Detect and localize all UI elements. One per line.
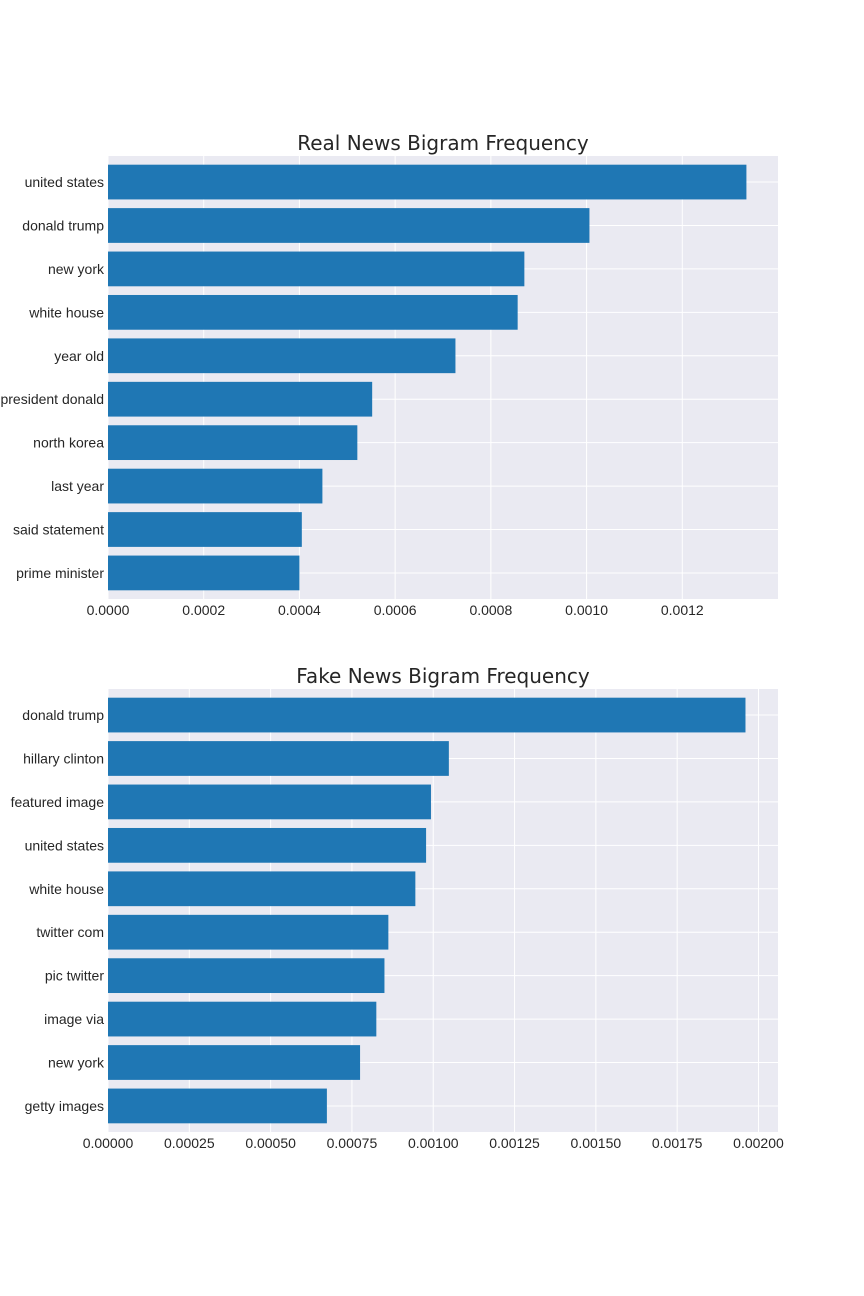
bar-north-korea bbox=[108, 425, 358, 461]
bar-donald-trump bbox=[108, 697, 746, 733]
bar-pic-twitter bbox=[108, 958, 385, 994]
x-tick-label: 0.00000 bbox=[83, 1135, 134, 1151]
y-tick-label: white house bbox=[28, 881, 104, 897]
y-tick-label: north korea bbox=[33, 435, 104, 451]
y-tick-label: last year bbox=[51, 478, 104, 494]
chart-title: Fake News Bigram Frequency bbox=[296, 664, 590, 688]
x-tick-label: 0.00125 bbox=[489, 1135, 540, 1151]
bar-getty-images bbox=[108, 1088, 327, 1124]
bar-new-york bbox=[108, 1045, 361, 1080]
bar-last-year bbox=[108, 468, 323, 504]
bar-twitter-com bbox=[108, 914, 389, 950]
y-tick-label: white house bbox=[28, 304, 104, 320]
y-tick-label: donald trump bbox=[22, 707, 104, 723]
x-tick-label: 0.00075 bbox=[327, 1135, 378, 1151]
x-tick-label: 0.00150 bbox=[571, 1135, 622, 1151]
chart-title: Real News Bigram Frequency bbox=[297, 131, 589, 155]
y-tick-label: pic twitter bbox=[45, 968, 104, 984]
x-tick-label: 0.00025 bbox=[164, 1135, 215, 1151]
bar-said-statement bbox=[108, 512, 302, 547]
y-tick-label: getty images bbox=[25, 1098, 104, 1114]
bar-new-york bbox=[108, 251, 525, 287]
x-tick-label: 0.0012 bbox=[661, 602, 704, 618]
y-tick-label: new york bbox=[48, 1055, 105, 1071]
x-tick-label: 0.0008 bbox=[469, 602, 512, 618]
y-tick-label: prime minister bbox=[16, 565, 104, 581]
bar-white-house bbox=[108, 871, 416, 907]
real-news-bigram-chart: united states donald trump new york white h… bbox=[0, 131, 778, 618]
bar-year-old bbox=[108, 338, 456, 374]
x-tick-label: 0.0010 bbox=[565, 602, 608, 618]
y-tick-label: united states bbox=[25, 174, 104, 190]
y-tick-label: president donald bbox=[0, 391, 104, 407]
y-tick-label: year old bbox=[54, 348, 104, 364]
y-tick-label: said statement bbox=[13, 522, 104, 538]
x-tick-label: 0.0002 bbox=[182, 602, 225, 618]
bar-hillary-clinton bbox=[108, 741, 449, 776]
bar-donald-trump bbox=[108, 208, 590, 243]
y-tick-label: image via bbox=[44, 1011, 104, 1027]
y-tick-label: new york bbox=[48, 261, 105, 277]
bar-featured-image bbox=[108, 784, 431, 820]
x-tick-label: 0.0006 bbox=[374, 602, 417, 618]
x-tick-label: 0.00100 bbox=[408, 1135, 459, 1151]
bar-prime-minister bbox=[108, 555, 300, 591]
x-tick-label: 0.0000 bbox=[87, 602, 130, 618]
bar-united-states bbox=[108, 827, 427, 863]
bar-president-donald bbox=[108, 381, 373, 417]
y-tick-label: united states bbox=[25, 837, 104, 853]
bar-white-house bbox=[108, 294, 518, 330]
y-tick-label: hillary clinton bbox=[23, 750, 104, 766]
y-tick-label: featured image bbox=[11, 794, 105, 810]
y-tick-label: twitter com bbox=[36, 924, 104, 940]
bar-united-states bbox=[108, 164, 747, 200]
fake-news-bigram-chart: donald trump hillary clinton featured imag… bbox=[11, 664, 784, 1151]
x-tick-label: 0.00175 bbox=[652, 1135, 703, 1151]
x-tick-label: 0.00200 bbox=[733, 1135, 784, 1151]
x-tick-label: 0.0004 bbox=[278, 602, 321, 618]
bar-image-via bbox=[108, 1001, 377, 1037]
x-tick-label: 0.00050 bbox=[245, 1135, 296, 1151]
y-tick-label: donald trump bbox=[22, 217, 104, 233]
